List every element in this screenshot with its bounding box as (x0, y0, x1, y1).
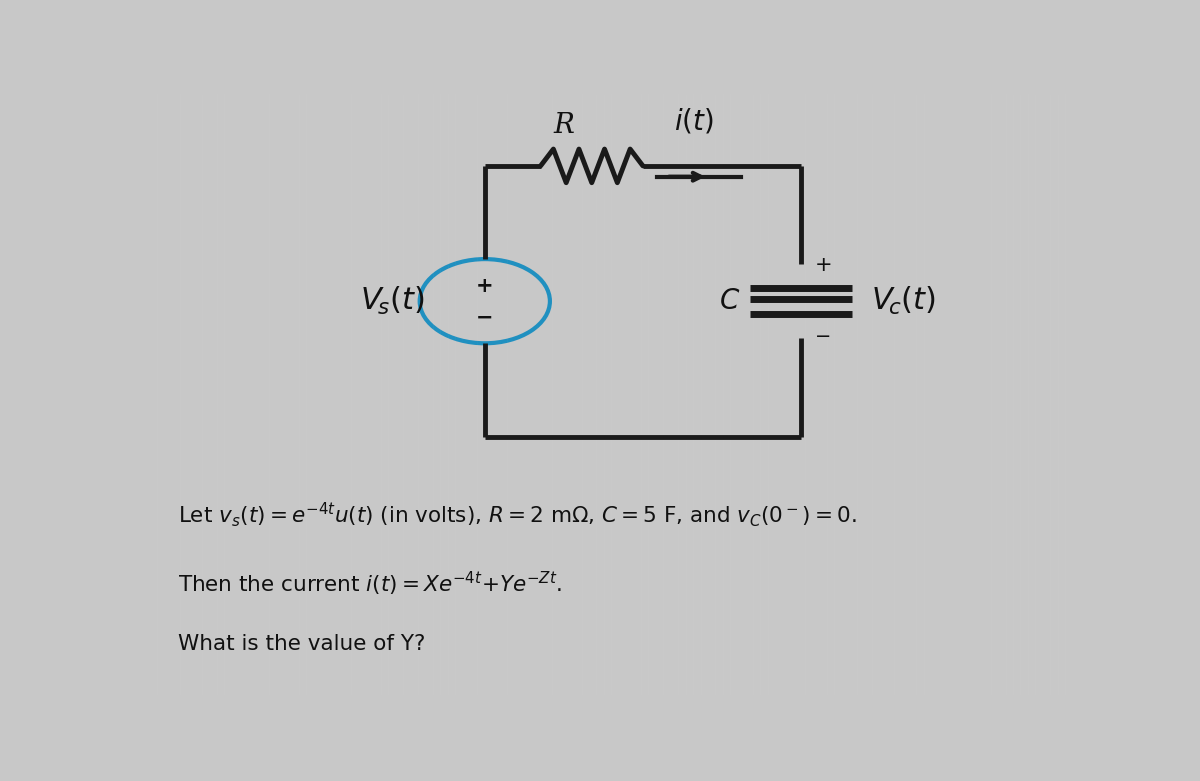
Text: +: + (476, 276, 493, 296)
Text: Then the current $i(t){=}Xe^{-4t}{+}Ye^{-Zt}$.: Then the current $i(t){=}Xe^{-4t}{+}Ye^{… (178, 569, 562, 598)
Text: $C$: $C$ (719, 287, 740, 315)
Text: R: R (553, 112, 575, 139)
Text: −: − (815, 327, 832, 346)
Text: Let $v_s(t) = e^{-4t}u(t)$ (in volts), $R = 2\ \mathrm{m}\Omega$, $C = 5\ \mathr: Let $v_s(t) = e^{-4t}u(t)$ (in volts), $… (178, 501, 857, 529)
Text: What is the value of Y?: What is the value of Y? (178, 634, 425, 654)
Text: −: − (476, 308, 493, 327)
Text: $\it{i}$$(t)$: $\it{i}$$(t)$ (674, 107, 714, 136)
Text: +: + (815, 255, 833, 275)
Text: $\mathit{V}_{\!c}(t)$: $\mathit{V}_{\!c}(t)$ (871, 285, 936, 317)
Text: $\mathit{V}_{\!s}(t)$: $\mathit{V}_{\!s}(t)$ (360, 285, 425, 317)
